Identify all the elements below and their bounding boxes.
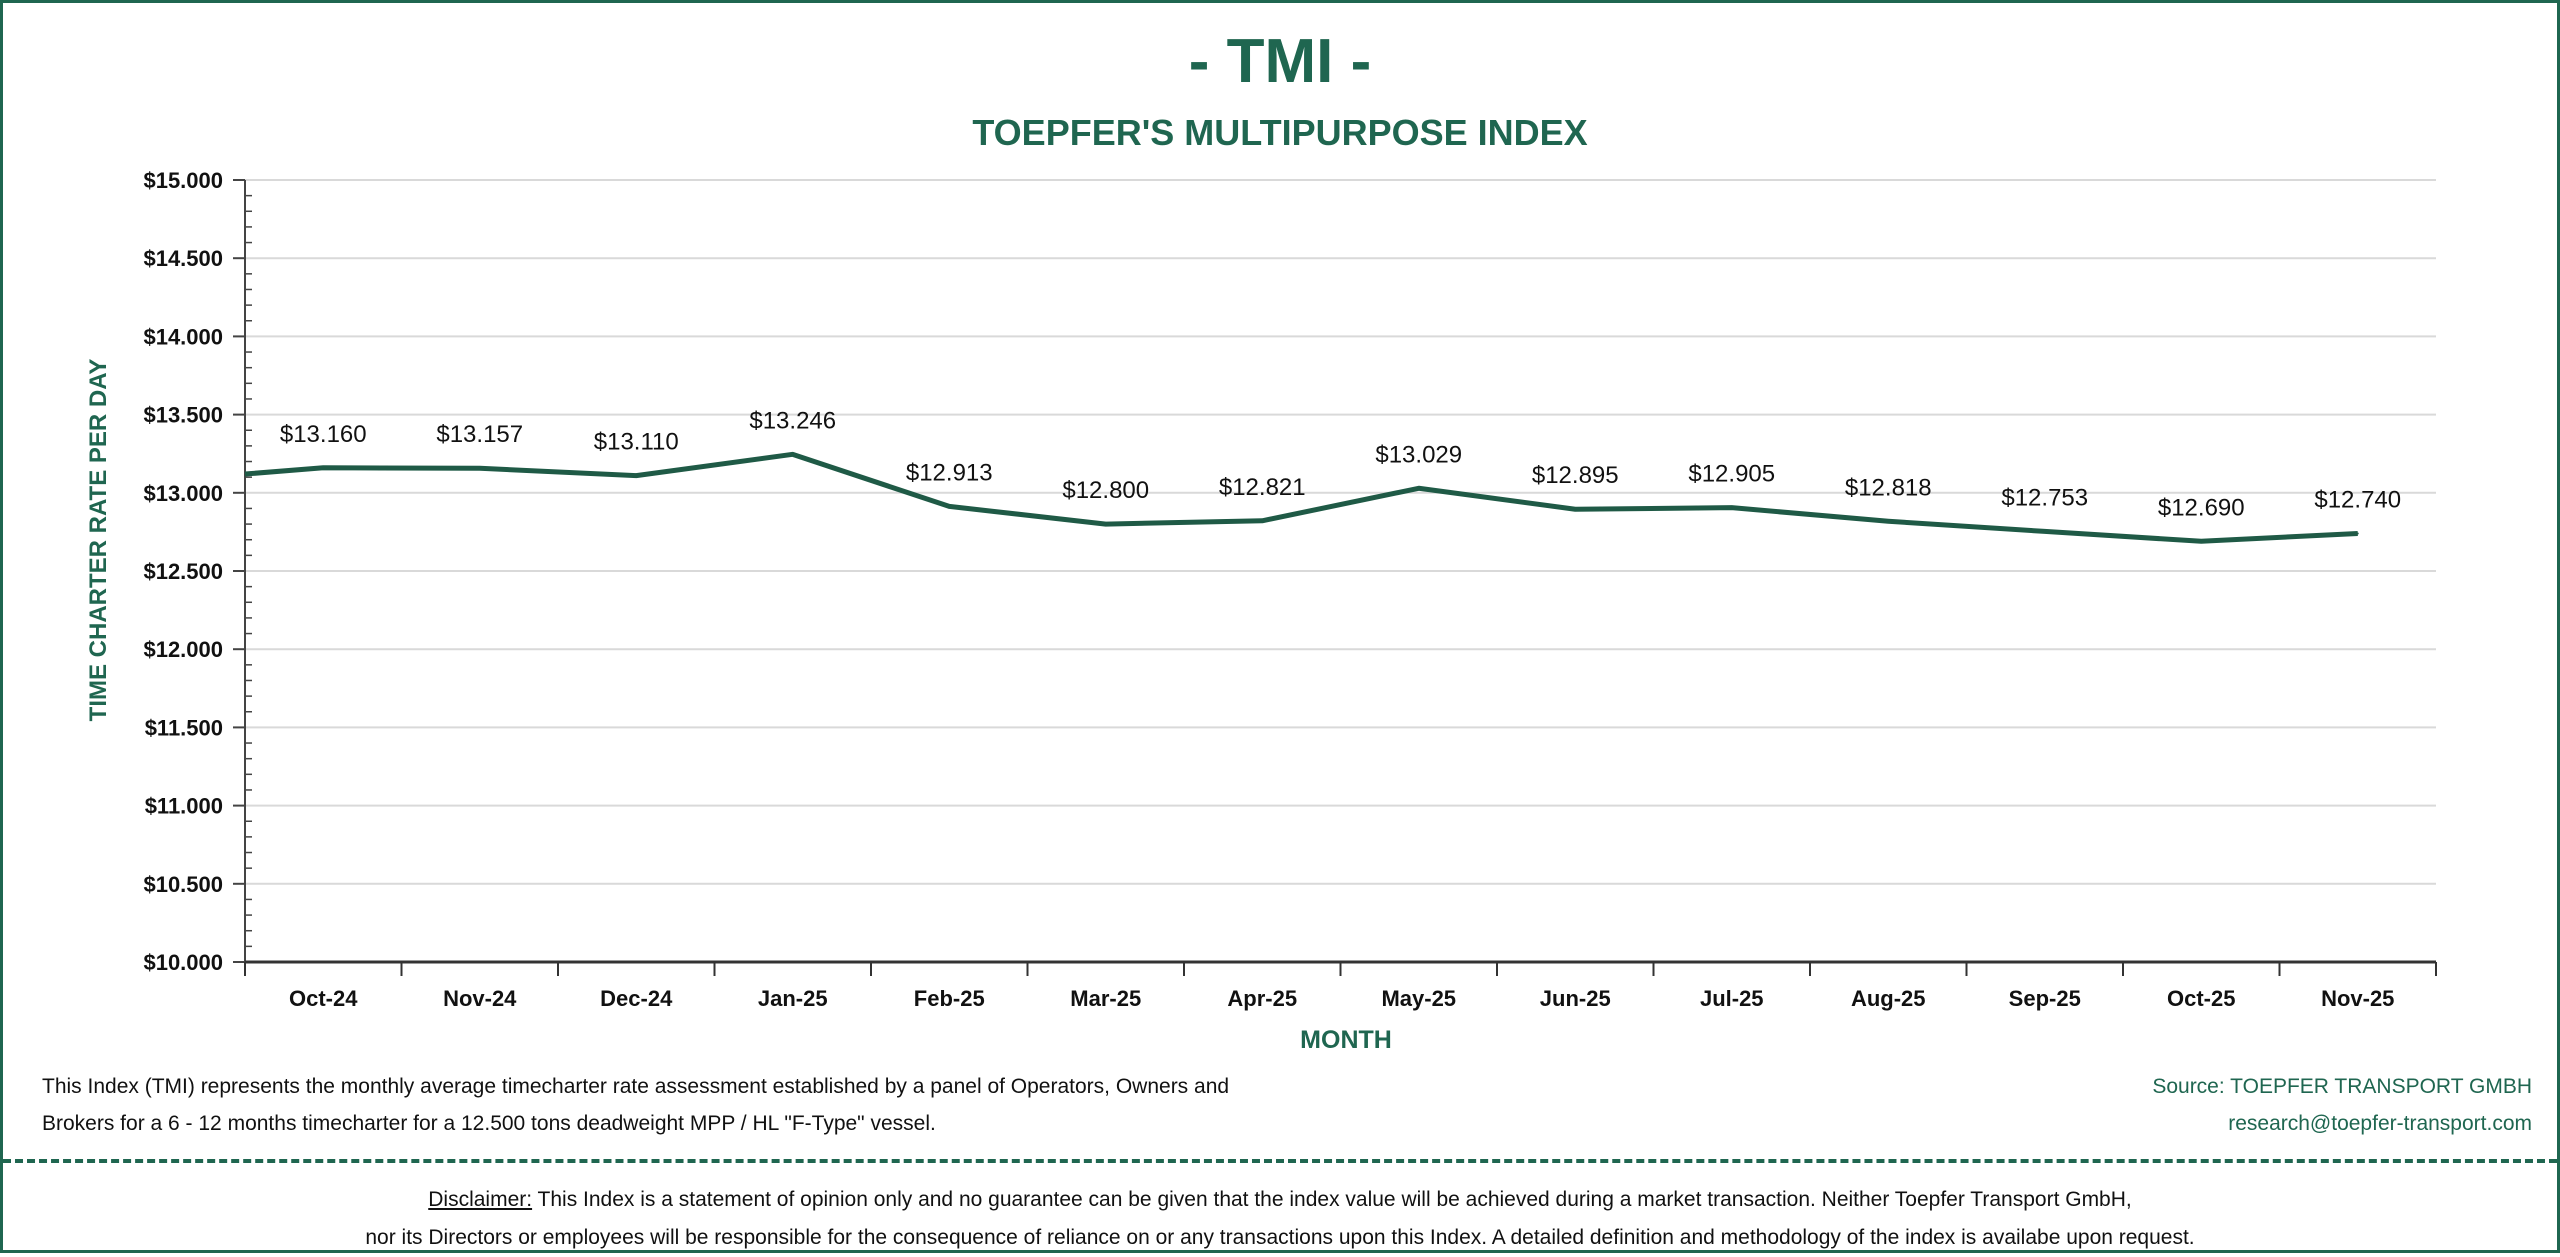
x-tick-label: Jan-25 (758, 986, 828, 1011)
x-tick-label: May-25 (1381, 986, 1456, 1011)
data-point (2043, 530, 2046, 533)
y-axis-title: TIME CHARTER RATE PER DAY (85, 359, 112, 722)
data-point (791, 453, 794, 456)
y-tick-label: $14.500 (143, 246, 223, 271)
data-label: $12.753 (2001, 484, 2088, 511)
y-tick-label: $11.500 (145, 715, 223, 740)
x-tick-label: Nov-25 (2321, 986, 2394, 1011)
data-point (1730, 506, 1733, 509)
data-point (1574, 508, 1577, 511)
description-line: This Index (TMI) represents the monthly … (42, 1075, 1230, 1098)
y-tick-label: $13.000 (143, 481, 223, 506)
description-line: Brokers for a 6 - 12 months timecharter … (42, 1112, 936, 1135)
y-tick-label: $11.000 (145, 794, 223, 819)
x-tick-label: Oct-24 (289, 986, 358, 1011)
y-tick-label: $13.500 (143, 403, 223, 428)
x-tick-label: Aug-25 (1851, 986, 1926, 1011)
data-label: $12.905 (1688, 461, 1775, 488)
y-tick-label: $12.500 (143, 559, 223, 584)
disclaimer-text: nor its Directors or employees will be r… (365, 1226, 2195, 1249)
chart-subtitle: TOEPFER'S MULTIPURPOSE INDEX (972, 112, 1587, 153)
contact-email[interactable]: research@toepfer-transport.com (2228, 1112, 2532, 1135)
source-text: Source: TOEPFER TRANSPORT GMBH (2152, 1075, 2532, 1098)
data-label: $12.690 (2158, 494, 2245, 521)
data-label: $12.818 (1845, 474, 1932, 501)
data-point (322, 466, 325, 469)
data-point (1887, 520, 1890, 523)
data-point (1417, 487, 1420, 490)
data-label: $12.895 (1532, 462, 1619, 489)
data-label: $12.800 (1062, 477, 1149, 504)
data-point (2200, 540, 2203, 543)
x-tick-label: Mar-25 (1070, 986, 1141, 1011)
data-point (948, 505, 951, 508)
data-label: $13.029 (1375, 441, 1462, 468)
chart-title: - TMI - (1189, 27, 1372, 96)
x-tick-label: Feb-25 (914, 986, 985, 1011)
index-description: This Index (TMI) represents the monthly … (42, 1068, 1229, 1142)
data-point (1104, 523, 1107, 526)
x-tick-label: Jun-25 (1540, 986, 1611, 1011)
x-tick-label: Oct-25 (2167, 986, 2235, 1011)
y-tick-label: $15.000 (143, 168, 223, 193)
x-axis-title: MONTH (1300, 1026, 1392, 1054)
data-label: $12.740 (2314, 486, 2401, 513)
dashed-divider (3, 1159, 2557, 1163)
x-tick-label: Sep-25 (2009, 986, 2081, 1011)
data-label: $12.821 (1219, 474, 1306, 501)
data-label: $13.157 (436, 421, 523, 448)
disclaimer-label: Disclaimer: (428, 1188, 533, 1211)
data-label: $13.246 (749, 407, 836, 434)
data-label: $12.913 (906, 459, 993, 486)
data-label: $13.160 (280, 421, 367, 448)
x-tick-label: Dec-24 (600, 986, 673, 1011)
source-block: Source: TOEPFER TRANSPORT GMBH research@… (2152, 1068, 2532, 1142)
data-point (2356, 532, 2359, 535)
disclaimer: Disclaimer: This Index is a statement of… (0, 1181, 2560, 1257)
y-tick-label: $14.000 (143, 324, 223, 349)
data-label: $13.110 (594, 429, 679, 456)
y-tick-label: $12.000 (143, 637, 223, 662)
x-tick-label: Nov-24 (443, 986, 517, 1011)
data-point (1261, 519, 1264, 522)
data-point (478, 467, 481, 470)
data-point (635, 474, 638, 477)
x-tick-label: Apr-25 (1227, 986, 1297, 1011)
y-tick-label: $10.000 (143, 950, 223, 975)
disclaimer-text: This Index is a statement of opinion onl… (532, 1188, 2132, 1211)
y-tick-label: $10.500 (143, 872, 223, 897)
x-tick-label: Jul-25 (1700, 986, 1764, 1011)
